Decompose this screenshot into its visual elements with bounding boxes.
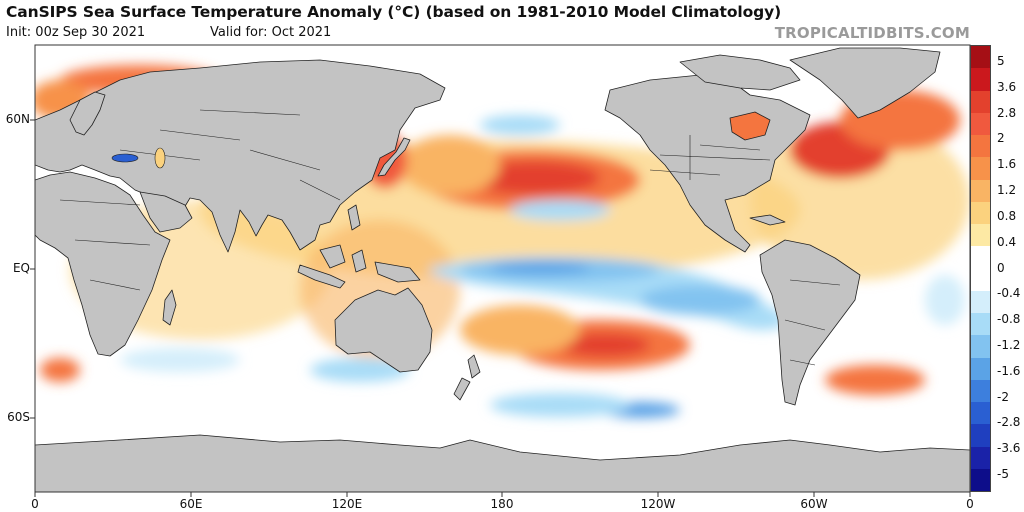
colorbar-swatch (971, 290, 990, 313)
map-title: CanSIPS Sea Surface Temperature Anomaly … (6, 3, 782, 21)
colorbar-swatch (971, 157, 990, 180)
colorbar-swatch (971, 402, 990, 425)
lon-label-0-east: 0 (966, 497, 974, 511)
colorbar-label: 1.6 (997, 157, 1017, 172)
colorbar-swatch (971, 246, 990, 269)
colorbar-swatch (971, 68, 990, 91)
land-canadian-arctic (679, 54, 801, 91)
axis-ticks (30, 119, 971, 497)
colorbar-swatch (971, 313, 990, 336)
land-south-america (759, 239, 861, 406)
colorbar-label: 2.8 (997, 105, 1017, 120)
colorbar-swatch (971, 224, 990, 247)
lon-label-0-west: 0 (31, 497, 39, 511)
colorbar-label: -5 (997, 467, 1009, 481)
colorbar-swatch (971, 379, 990, 402)
valid-time: Valid for: Oct 2021 (210, 25, 332, 40)
hudson-bay (729, 111, 771, 141)
land-australia (334, 287, 433, 373)
colorbar (970, 45, 991, 492)
lon-label-60w: 60W (800, 497, 828, 511)
land-scandinavia (69, 91, 106, 136)
lat-label-60s: 60S (7, 410, 30, 424)
lon-label-180: 180 (490, 497, 514, 511)
land-new-zealand (453, 354, 481, 401)
colorbar-swatch (971, 446, 990, 469)
colorbar-swatch (971, 135, 990, 158)
lon-label-120w: 120W (640, 497, 676, 511)
land-eurasia (35, 59, 446, 253)
colorbar-label: 0 (997, 260, 1005, 275)
colorbar-swatch (971, 468, 990, 491)
land-africa (35, 171, 171, 357)
colorbar-label: 0.8 (997, 208, 1017, 223)
caspian-sea (154, 147, 166, 169)
land-indonesia (297, 204, 421, 289)
land-caribbean (749, 214, 786, 226)
black-sea (111, 153, 139, 163)
colorbar-label: -3.6 (997, 441, 1021, 456)
colorbar-label: 5 (997, 54, 1005, 68)
colorbar-label: 1.2 (997, 183, 1017, 198)
lon-label-120e: 120E (331, 497, 363, 511)
colorbar-swatch (971, 90, 990, 113)
colorbar-swatch (971, 201, 990, 224)
colorbar-swatch (971, 424, 990, 447)
init-time: Init: 00z Sep 30 2021 (6, 25, 146, 40)
lat-label-60n: 60N (5, 112, 30, 126)
colorbar-label: -2 (997, 389, 1009, 404)
colorbar-swatch (971, 179, 990, 202)
colorbar-swatch (971, 335, 990, 358)
colorbar-swatch (971, 357, 990, 380)
colorbar-label: 2 (997, 131, 1005, 146)
land-masses (35, 47, 970, 492)
colorbar-label: -1.6 (997, 363, 1021, 378)
land-madagascar (162, 289, 177, 326)
lat-label-eq: EQ (12, 261, 30, 275)
colorbar-label: -1.2 (997, 337, 1021, 352)
map-plot-area (35, 45, 970, 492)
lon-label-60e: 60E (179, 497, 203, 511)
brand-watermark: TROPICALTIDBITS.COM (774, 24, 970, 42)
land-greenland (789, 47, 941, 119)
colorbar-label: -0.8 (997, 312, 1021, 327)
colorbar-label: 0.4 (997, 234, 1017, 249)
colorbar-label: -0.4 (997, 286, 1021, 301)
colorbar-label: 3.6 (997, 79, 1017, 94)
colorbar-swatch (971, 268, 990, 291)
colorbar-swatch (971, 46, 990, 69)
colorbar-label: -2.8 (997, 415, 1021, 430)
land-japan (377, 137, 411, 177)
land-arabia (139, 191, 193, 233)
land-antarctica (35, 434, 970, 492)
colorbar-swatch (971, 112, 990, 135)
